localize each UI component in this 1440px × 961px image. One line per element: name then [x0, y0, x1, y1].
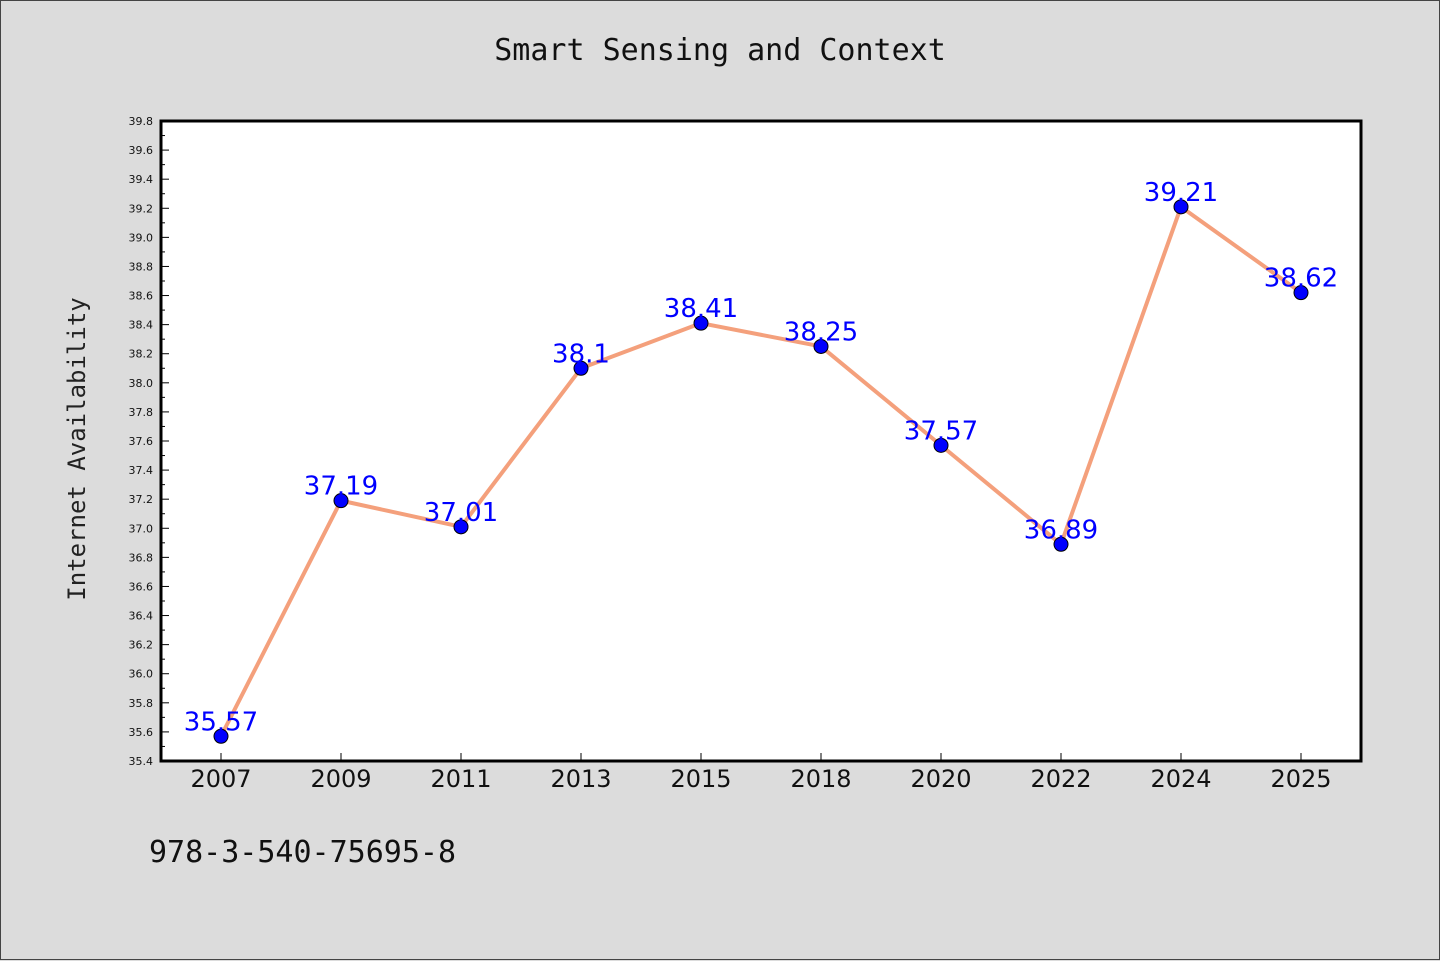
y-tick-label: 36.0: [129, 668, 154, 681]
x-tick-label: 2018: [790, 765, 851, 793]
y-tick-label: 37.4: [129, 464, 154, 477]
y-tick-label: 39.6: [129, 144, 154, 157]
data-point: [1293, 285, 1309, 301]
y-axis-label: Internet Availability: [63, 297, 91, 600]
y-tick-label: 38.8: [129, 260, 154, 273]
y-tick-label: 38.2: [129, 348, 154, 361]
data-point: [933, 437, 949, 453]
x-tick-label: 2015: [670, 765, 731, 793]
y-tick-label: 39.0: [129, 231, 154, 244]
y-tick-label: 35.4: [129, 755, 154, 768]
data-label: 36.89: [1024, 515, 1098, 545]
y-tick-label: 39.4: [129, 173, 154, 186]
y-tick-label: 36.8: [129, 551, 154, 564]
x-tick-label: 2011: [430, 765, 491, 793]
y-tick-label: 36.6: [129, 580, 154, 593]
data-point: [213, 728, 229, 744]
series-line: [219, 204, 1303, 738]
x-tick-label: 2022: [1030, 765, 1091, 793]
data-point: [333, 493, 349, 509]
plot-frame: [159, 119, 1363, 763]
y-tick-label: 39.2: [129, 202, 154, 215]
data-label: 37.57: [904, 416, 978, 446]
y-tick-label: 35.8: [129, 697, 154, 710]
data-point: [693, 315, 709, 331]
data-label: 38.25: [784, 317, 858, 347]
x-axis: 2007 2009 2011 2013 2015 2018 2020 2022 2024 2025: [190, 753, 1332, 793]
x-tick-label: 2020: [910, 765, 971, 793]
y-axis: 35.4 35.6 35.8 36.0 36.2 36.4 36.6 36.8 37.0 37.2…: [129, 115, 169, 768]
y-tick-label: 35.6: [129, 726, 154, 739]
plot-area: [161, 121, 1361, 761]
y-tick-label: 37.2: [129, 493, 154, 506]
x-tick-label: 2013: [550, 765, 611, 793]
data-point: [573, 360, 589, 376]
footer-code: 978-3-540-75695-8: [149, 835, 457, 870]
data-label: 37.19: [304, 472, 378, 502]
x-tick-label: 2024: [1150, 765, 1211, 793]
data-point: [453, 519, 469, 535]
x-tick-label: 2009: [310, 765, 371, 793]
y-tick-label: 37.8: [129, 406, 154, 419]
y-tick-label: 36.4: [129, 610, 154, 623]
data-point: [813, 338, 829, 354]
data-point: [1173, 199, 1189, 215]
y-tick-label: 38.0: [129, 377, 154, 390]
chart-title: Smart Sensing and Context: [494, 33, 946, 68]
data-label: 39.21: [1144, 178, 1218, 208]
x-tick-label: 2007: [190, 765, 251, 793]
data-label: 35.57: [184, 707, 258, 737]
data-label: 38.1: [552, 339, 610, 369]
data-label: 37.01: [424, 498, 498, 528]
y-tick-label: 38.4: [129, 319, 154, 332]
y-tick-label: 37.6: [129, 435, 154, 448]
y-tick-label: 39.8: [129, 115, 154, 128]
y-tick-label: 38.6: [129, 290, 154, 303]
x-tick-label: 2025: [1270, 765, 1331, 793]
data-label: 38.41: [664, 294, 738, 324]
y-tick-label: 36.2: [129, 639, 154, 652]
y-tick-label: 37.0: [129, 522, 154, 535]
data-point: [1053, 536, 1069, 552]
data-label: 38.62: [1264, 264, 1338, 294]
